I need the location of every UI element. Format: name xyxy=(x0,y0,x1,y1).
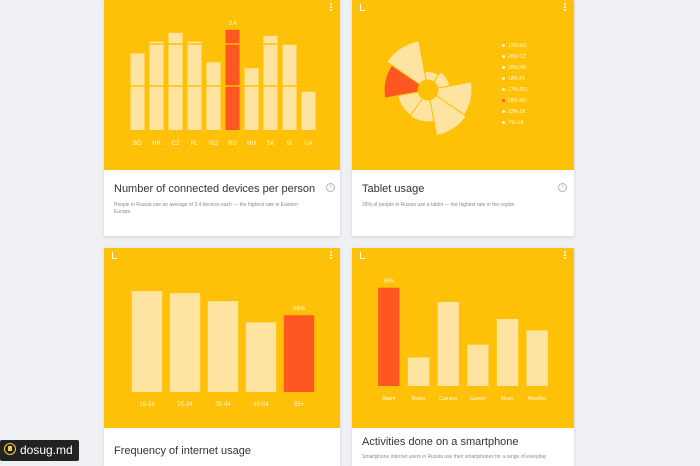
card-menu-button[interactable] xyxy=(329,3,333,15)
legend-item: 33% SK xyxy=(502,109,526,115)
card-tablet-usage: Tablet usage i 28% of people in Russia u… xyxy=(352,0,574,236)
tablet-usage-rose-chart xyxy=(383,40,473,137)
tick-label: Games xyxy=(470,396,487,402)
bar-35-44 xyxy=(207,301,239,392)
chart-panel-activities: Alarm 69% Books Camera Games Music Weather xyxy=(352,248,574,428)
bar-25-34 xyxy=(169,293,201,392)
legend-item: 28% RU xyxy=(502,98,527,104)
bar-games xyxy=(467,344,489,386)
legend-item: 17% RO xyxy=(502,87,527,93)
data-label: 69% xyxy=(293,306,306,312)
card-internet-frequency: 16-24 25-34 35-44 45-54 55+ 69% Frequency of … xyxy=(104,248,340,466)
card-title: Frequency of internet usage xyxy=(114,445,251,457)
info-icon[interactable]: i xyxy=(558,183,567,192)
tick-label: UA xyxy=(304,141,312,147)
tick-label: SK xyxy=(266,141,274,147)
tick-label: 45-54 xyxy=(253,402,269,408)
bar-16-24 xyxy=(131,291,163,392)
bar-music xyxy=(496,319,519,386)
card-title: Number of connected devices per person xyxy=(114,183,316,195)
chart-panel-frequency: 16-24 25-34 35-44 45-54 55+ 69% xyxy=(104,248,340,428)
bar-si xyxy=(282,44,297,130)
slice-pl xyxy=(409,97,435,123)
tick-label: 16-24 xyxy=(139,402,155,408)
badge-icon xyxy=(4,443,16,455)
data-label: 3.4 xyxy=(228,21,237,27)
card-menu-button[interactable] xyxy=(563,3,567,15)
tick-label: HU xyxy=(247,141,256,147)
bar-weather xyxy=(526,330,548,386)
bar-camera xyxy=(437,301,459,386)
tick-label: Weather xyxy=(528,396,547,402)
card-connected-devices: BG HR CZ PL RO RU 3.4 HU SK SI UA Number of connec… xyxy=(104,0,340,236)
chart-logo-icon xyxy=(111,252,117,260)
chart-panel-devices: BG HR CZ PL RO RU 3.4 HU SK SI UA xyxy=(104,0,340,170)
tick-label: SI xyxy=(287,141,293,147)
tick-label: CZ xyxy=(172,141,180,147)
card-title: Tablet usage xyxy=(362,183,425,195)
bar-bg xyxy=(130,53,145,130)
slice-cz xyxy=(435,81,473,116)
card-description: Smartphone internet users in Russia use … xyxy=(362,454,547,460)
bar-ru xyxy=(225,29,240,131)
tick-label: RU xyxy=(228,141,237,147)
tick-label: Music xyxy=(501,396,515,402)
chart-logo-icon xyxy=(359,4,365,12)
activities-bar-chart: Alarm 69% Books Camera Games Music Weather xyxy=(378,279,548,402)
tick-label: PL xyxy=(191,141,199,147)
bar-ro xyxy=(206,62,221,130)
bar-hu xyxy=(244,68,259,130)
tick-label: Camera xyxy=(439,396,457,402)
slice-ru xyxy=(383,64,421,99)
card-menu-button[interactable] xyxy=(329,251,333,263)
tick-label: Alarm xyxy=(382,396,395,402)
slice-hr xyxy=(429,94,467,137)
legend-item: 7% UA xyxy=(502,120,524,126)
bar-sk xyxy=(263,35,278,130)
bar-cz xyxy=(168,32,183,131)
bar-45-54 xyxy=(245,322,277,392)
bar-ua xyxy=(301,91,316,130)
legend-item: 30% HR xyxy=(502,65,527,71)
card-description: People in Russia use an average of 3.4 d… xyxy=(114,202,299,215)
bar-55- xyxy=(283,315,315,392)
chart-logo-icon xyxy=(359,252,365,260)
tick-label: Books xyxy=(412,396,426,402)
slice-ua xyxy=(424,71,440,83)
card-title: Activities done on a smartphone xyxy=(362,436,519,448)
card-description: 28% of people in Russia use a tablet — t… xyxy=(362,202,516,208)
watermark-text: dosug.md xyxy=(20,443,73,457)
card-smartphone-activities: Alarm 69% Books Camera Games Music Weather Act… xyxy=(352,248,574,466)
bar-alarm xyxy=(378,287,400,386)
card-menu-button[interactable] xyxy=(563,251,567,263)
legend-item: 18% PL xyxy=(502,76,526,82)
devices-bar-chart: BG HR CZ PL RO RU 3.4 HU SK SI UA xyxy=(130,21,316,147)
watermark: dosug.md xyxy=(0,440,79,461)
info-icon[interactable]: i xyxy=(326,183,335,192)
tick-label: 55+ xyxy=(294,402,305,408)
tick-label: 35-44 xyxy=(215,402,231,408)
tick-label: HR xyxy=(152,141,161,147)
slice-sk xyxy=(386,40,427,86)
tick-label: BG xyxy=(133,141,142,147)
data-label: 69% xyxy=(384,279,395,285)
legend-item: 10% BG xyxy=(502,43,527,49)
tick-label: RO xyxy=(209,141,218,147)
bar-books xyxy=(407,357,430,386)
frequency-bar-chart: 16-24 25-34 35-44 45-54 55+ 69% xyxy=(131,291,315,408)
chart-panel-tablet xyxy=(352,0,574,170)
legend-item: 28% CZ xyxy=(502,54,526,60)
tick-label: 25-34 xyxy=(177,402,193,408)
